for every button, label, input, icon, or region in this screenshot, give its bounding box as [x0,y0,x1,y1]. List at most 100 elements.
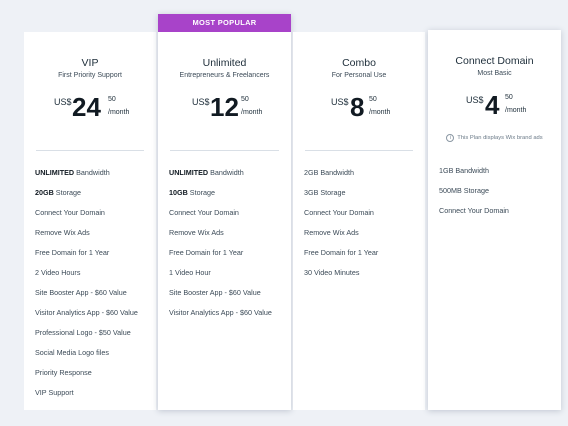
feature-text: Free Domain for 1 Year [304,248,379,257]
info-icon: i [446,134,455,142]
feature-highlight: 20GB [35,188,54,197]
feature-list: 2GB Bandwidth 3GB Storage Connect Your Dom… [304,163,421,283]
feature-text: Social Media Logo files [35,348,109,357]
feature-highlight: UNLIMITED [169,168,209,177]
feature-item: Connect Your Domain [169,203,287,223]
feature-text: Connect Your Domain [439,206,509,215]
price-cents: 50 [108,96,116,103]
feature-list: 1GB Bandwidth 500MB Storage Connect Your D… [439,161,557,221]
price-period: /month [108,109,130,116]
feature-text: 2GB Bandwidth [304,168,354,177]
plan-name: Combo [342,57,376,69]
feature-text: Professional Logo - $50 Value [35,328,131,337]
feature-text: Storage [187,188,215,197]
plan-price: US$ 24 50 /month [24,92,156,124]
feature-item: Free Domain for 1 Year [35,243,152,263]
feature-text: Priority Response [35,368,92,377]
feature-item: Visitor Analytics App - $60 Value [169,303,287,323]
price-amount: 8 [350,92,365,122]
feature-item: Priority Response [35,363,152,383]
feature-item: Site Booster App - $60 Value [35,283,152,303]
feature-text: Bandwidth [208,168,244,177]
price-cents: 50 [369,96,377,103]
price-period: /month [241,109,263,116]
feature-item: 1GB Bandwidth [439,161,557,181]
plan-tagline: First Priority Support [58,72,122,79]
feature-item: UNLIMITED Bandwidth [169,163,287,183]
feature-item: Connect Your Domain [304,203,421,223]
feature-text: Connect Your Domain [304,208,374,217]
price-currency: US$ [192,97,210,107]
feature-item: 2 Video Hours [35,263,152,283]
feature-text: 1GB Bandwidth [439,166,489,175]
feature-item: Professional Logo - $50 Value [35,323,152,343]
feature-item: Free Domain for 1 Year [304,243,421,263]
feature-item: VIP Support [35,383,152,403]
feature-highlight: UNLIMITED [35,168,75,177]
feature-text: 1 Video Hour [169,268,211,277]
plan-name: VIP [81,57,99,69]
feature-text: Remove Wix Ads [35,228,90,237]
price-currency: US$ [331,97,349,107]
most-popular-ribbon: MOST POPULAR [158,14,291,32]
feature-item: 2GB Bandwidth [304,163,421,183]
feature-text: VIP Support [35,388,74,397]
feature-text: Site Booster App - $60 Value [35,288,127,297]
price-cents: 50 [505,94,513,101]
plan-card-unlimited[interactable]: MOST POPULAR Unlimited Entrepreneurs & F… [158,14,291,410]
feature-item: Connect Your Domain [35,203,152,223]
feature-text: Remove Wix Ads [304,228,359,237]
price-period: /month [369,109,391,116]
feature-item: UNLIMITED Bandwidth [35,163,152,183]
feature-text: 2 Video Hours [35,268,81,277]
feature-item: Visitor Analytics App - $60 Value [35,303,152,323]
plan-card-connect-domain[interactable]: Connect Domain Most Basic US$ 4 50 /mont… [428,30,561,410]
price-currency: US$ [54,97,72,107]
price-cents: 50 [241,96,249,103]
plan-price: US$ 12 50 /month [158,92,291,124]
feature-item: 500MB Storage [439,181,557,201]
plan-tagline: Most Basic [477,70,512,77]
feature-item: Social Media Logo files [35,343,152,363]
feature-text: Site Booster App - $60 Value [169,288,261,297]
ads-notice: i This Plan displays Wix brand ads [428,134,561,142]
feature-text: Free Domain for 1 Year [169,248,244,257]
feature-text: Storage [53,188,81,197]
feature-item: 30 Video Minutes [304,263,421,283]
price-amount: 12 [210,92,239,122]
feature-text: Visitor Analytics App - $60 Value [169,308,272,317]
feature-item: 3GB Storage [304,183,421,203]
price-amount: 24 [72,92,101,122]
divider [36,150,144,151]
price-period: /month [505,107,527,114]
feature-text: Remove Wix Ads [169,228,224,237]
plan-card-vip[interactable]: VIP First Priority Support US$ 24 50 /mo… [24,32,156,410]
feature-text: Bandwidth [74,168,110,177]
feature-text: Connect Your Domain [169,208,239,217]
feature-text: Connect Your Domain [35,208,105,217]
plan-tagline: For Personal Use [331,72,387,79]
feature-item: 20GB Storage [35,183,152,203]
feature-text: 500MB Storage [439,186,489,195]
divider [170,150,279,151]
price-amount: 4 [485,90,500,120]
feature-item: Remove Wix Ads [169,223,287,243]
feature-text: 30 Video Minutes [304,268,360,277]
feature-list: UNLIMITED Bandwidth 20GB Storage Connect Y… [35,163,152,403]
plan-name: Unlimited [202,57,247,69]
feature-item: Remove Wix Ads [304,223,421,243]
feature-text: Visitor Analytics App - $60 Value [35,308,138,317]
feature-text: Free Domain for 1 Year [35,248,110,257]
plan-card-combo[interactable]: Combo For Personal Use US$ 8 50 /month 2… [293,32,425,410]
price-currency: US$ [466,95,484,105]
feature-item: Connect Your Domain [439,201,557,221]
feature-list: UNLIMITED Bandwidth 10GB Storage Connect Y… [169,163,287,323]
feature-highlight: 10GB [169,188,188,197]
feature-item: 10GB Storage [169,183,287,203]
ads-notice-text: This Plan displays Wix brand ads [457,135,543,141]
plan-price: US$ 8 50 /month [293,92,425,124]
feature-text: 3GB Storage [304,188,346,197]
feature-item: Free Domain for 1 Year [169,243,287,263]
plan-tagline: Entrepreneurs & Freelancers [179,72,270,79]
plan-price: US$ 4 50 /month [428,90,561,122]
